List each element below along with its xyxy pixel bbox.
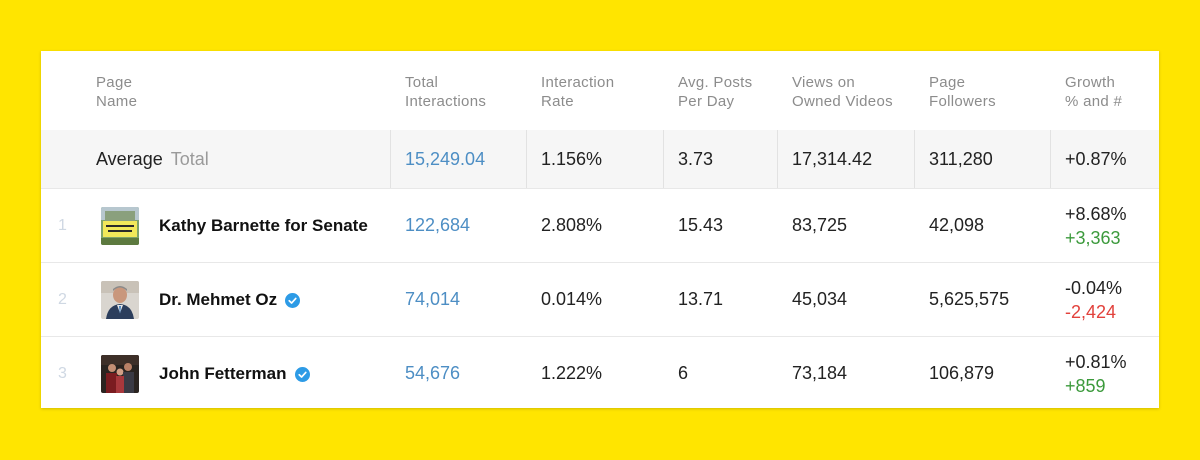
divider <box>777 130 778 188</box>
col-header-views[interactable]: Views on Owned Videos <box>792 74 893 110</box>
total-interactions-cell[interactable]: 54,676 <box>405 363 461 383</box>
col-header-avg-posts[interactable]: Avg. Posts Per Day <box>678 74 753 110</box>
page-avatar[interactable] <box>101 280 139 319</box>
growth-cell: +0.81% +859 <box>1065 351 1127 396</box>
total-interactions-cell[interactable]: 122,684 <box>405 215 471 235</box>
table-header: Page Name Total Interactions Interaction… <box>41 51 1159 130</box>
rank-cell: 1 <box>58 216 67 234</box>
page-cell: Dr. Mehmet Oz <box>101 263 301 336</box>
page-name-link[interactable]: Kathy Barnette for Senate <box>159 215 368 235</box>
rank-cell: 3 <box>58 364 67 382</box>
avg-posts-cell: 15.43 <box>678 215 724 235</box>
average-avg-posts: 3.73 <box>678 148 714 169</box>
page-name-link[interactable]: John Fetterman <box>159 364 310 384</box>
followers-cell: 42,098 <box>929 215 985 235</box>
col-header-growth[interactable]: Growth % and # <box>1065 74 1123 110</box>
average-followers: 311,280 <box>929 148 993 169</box>
verified-badge-icon <box>294 366 310 382</box>
average-label: Average <box>96 148 163 169</box>
interaction-rate-cell: 0.014% <box>541 289 603 309</box>
avg-posts-cell: 13.71 <box>678 289 724 309</box>
growth-cell: +8.68% +3,363 <box>1065 203 1127 248</box>
views-cell: 73,184 <box>792 363 848 383</box>
rank-cell: 2 <box>58 290 67 308</box>
divider <box>1050 130 1051 188</box>
col-header-total-interactions[interactable]: Total Interactions <box>405 74 487 110</box>
table-row[interactable]: 2 Dr. Mehmet Oz 74,014 0.01 <box>41 262 1159 336</box>
total-interactions-cell[interactable]: 74,014 <box>405 289 461 309</box>
page-cell: Kathy Barnette for Senate <box>101 189 368 262</box>
divider <box>526 130 527 188</box>
page-avatar[interactable] <box>101 206 139 245</box>
interaction-rate-cell: 2.808% <box>541 215 603 235</box>
table-row[interactable]: 3 John Fetterman 54,676 <box>41 336 1159 408</box>
page-avatar[interactable] <box>101 354 139 393</box>
avg-posts-cell: 6 <box>678 363 689 383</box>
divider <box>914 130 915 188</box>
views-cell: 83,725 <box>792 215 848 235</box>
average-row: Average Total 15,249.04 1.156% 3.73 17,3… <box>41 130 1159 188</box>
average-label-cell: Average Total <box>96 130 209 188</box>
col-header-page-name[interactable]: Page Name <box>96 74 138 110</box>
growth-cell: -0.04% -2,424 <box>1065 277 1123 322</box>
verified-badge-icon <box>285 292 301 308</box>
page-name-link[interactable]: Dr. Mehmet Oz <box>159 290 301 310</box>
average-total-interactions: 15,249.04 <box>405 148 486 169</box>
leaderboard-table: Page Name Total Interactions Interaction… <box>41 51 1159 408</box>
followers-cell: 5,625,575 <box>929 289 1010 309</box>
col-header-followers[interactable]: Page Followers <box>929 74 996 110</box>
average-growth: +0.87% <box>1065 148 1127 169</box>
page-cell: John Fetterman <box>101 337 310 408</box>
views-cell: 45,034 <box>792 289 848 309</box>
table-row[interactable]: 1 Kathy Barnette for Senate 122,684 2.80… <box>41 188 1159 262</box>
interaction-rate-cell: 1.222% <box>541 363 603 383</box>
divider <box>663 130 664 188</box>
divider <box>390 130 391 188</box>
average-sublabel: Total <box>170 148 209 169</box>
average-interaction-rate: 1.156% <box>541 148 603 169</box>
followers-cell: 106,879 <box>929 363 995 383</box>
average-views: 17,314.42 <box>792 148 873 169</box>
col-header-interaction-rate[interactable]: Interaction Rate <box>541 74 615 110</box>
